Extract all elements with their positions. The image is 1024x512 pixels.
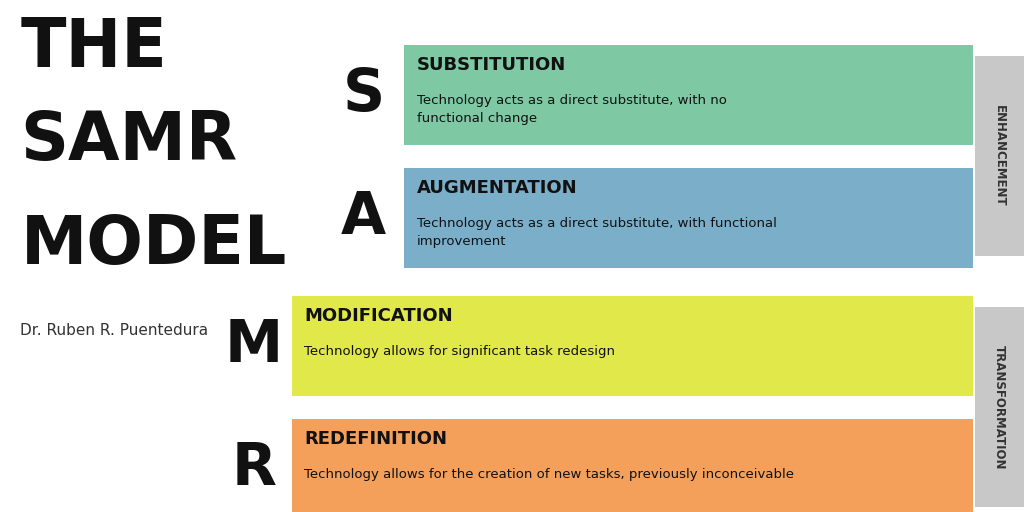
Text: ENHANCEMENT: ENHANCEMENT (993, 105, 1006, 207)
Text: MODIFICATION: MODIFICATION (304, 307, 453, 325)
Text: Dr. Ruben R. Puentedura: Dr. Ruben R. Puentedura (20, 323, 209, 337)
FancyBboxPatch shape (292, 296, 973, 395)
Text: Technology allows for significant task redesign: Technology allows for significant task r… (304, 346, 615, 358)
Text: THE: THE (20, 15, 167, 81)
Text: A: A (341, 189, 386, 246)
Text: REDEFINITION: REDEFINITION (304, 430, 447, 448)
Text: MODEL: MODEL (20, 212, 287, 279)
Text: M: M (225, 317, 283, 374)
FancyBboxPatch shape (404, 168, 973, 268)
FancyBboxPatch shape (404, 45, 973, 145)
Text: R: R (231, 440, 276, 497)
Text: Technology acts as a direct substitute, with functional
improvement: Technology acts as a direct substitute, … (417, 217, 776, 248)
FancyBboxPatch shape (975, 307, 1024, 507)
Text: TRANSFORMATION: TRANSFORMATION (993, 345, 1006, 470)
FancyBboxPatch shape (975, 56, 1024, 256)
FancyBboxPatch shape (292, 419, 973, 512)
Text: SUBSTITUTION: SUBSTITUTION (417, 56, 566, 74)
Text: S: S (342, 66, 385, 123)
Text: SAMR: SAMR (20, 108, 238, 174)
Text: Technology acts as a direct substitute, with no
functional change: Technology acts as a direct substitute, … (417, 94, 727, 125)
Text: AUGMENTATION: AUGMENTATION (417, 179, 578, 197)
Text: Technology allows for the creation of new tasks, previously inconceivable: Technology allows for the creation of ne… (304, 468, 795, 481)
